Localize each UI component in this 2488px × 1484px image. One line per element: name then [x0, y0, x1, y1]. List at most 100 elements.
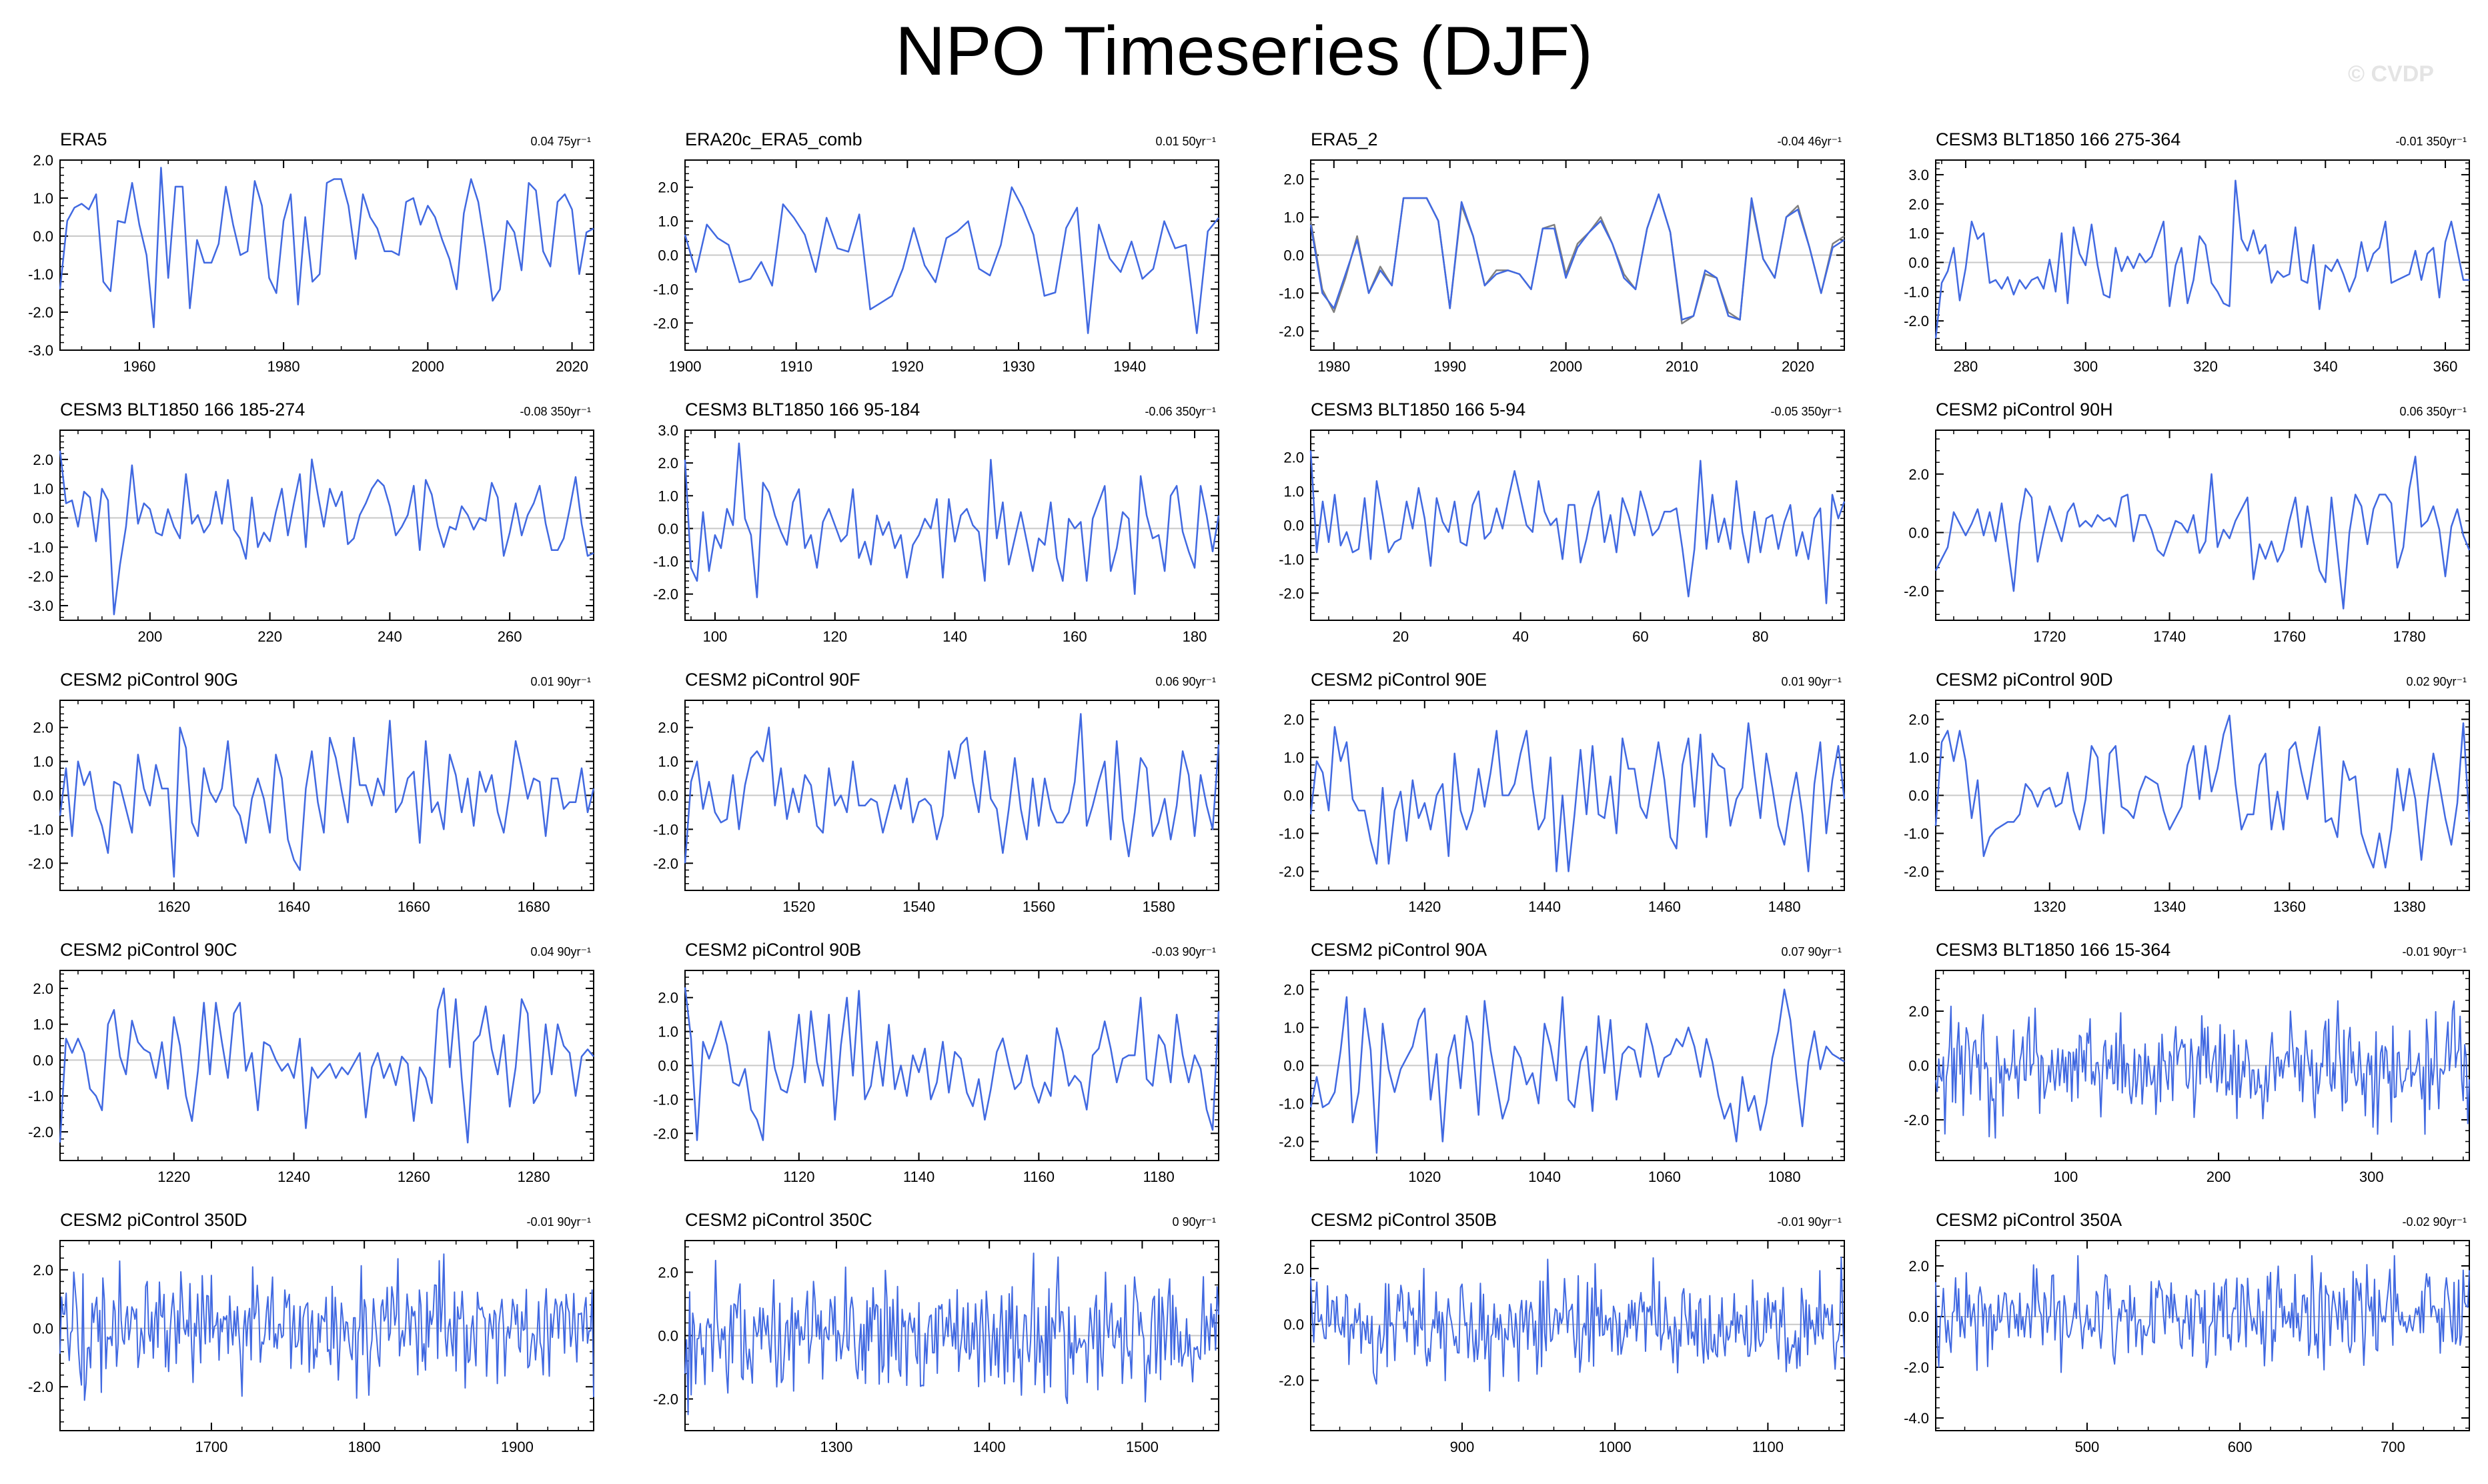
figure-title: NPO Timeseries (DJF) — [895, 13, 1593, 90]
y-tick-label: 2.0 — [1283, 1261, 1304, 1277]
x-tick-label: 700 — [2381, 1439, 2405, 1455]
panel-title: CESM2 piControl 350C — [685, 1210, 872, 1230]
panel: CESM2 piControl 90F 0.06 90yr⁻¹ -2.0 -1.0 0.… — [653, 670, 1220, 915]
x-tick-label: 1360 — [2273, 898, 2306, 915]
panel-title: CESM2 piControl 90G — [60, 670, 238, 690]
series-line — [1934, 714, 2471, 869]
series-line — [1309, 450, 1846, 604]
x-tick-label: 1980 — [1317, 358, 1350, 375]
y-tick-label: -1.0 — [1279, 285, 1304, 302]
panel: CESM3 BLT1850 166 185-274 -0.08 350yr⁻¹ -3… — [28, 400, 594, 645]
x-tick-label: 1580 — [1143, 898, 1175, 915]
y-tick-label: -1.0 — [1279, 551, 1304, 568]
x-tick-label: 360 — [2433, 358, 2458, 375]
y-tick-label: -2.0 — [28, 304, 53, 321]
plot-frame — [59, 430, 594, 621]
x-tick-label: 60 — [1632, 628, 1648, 645]
y-tick-label: 2.0 — [1283, 450, 1304, 466]
y-tick-label: 2.0 — [33, 720, 53, 736]
series-line — [59, 167, 594, 329]
panel: CESM2 piControl 90E 0.01 90yr⁻¹ -2.0 -1.0 0.… — [1279, 670, 1846, 915]
y-tick-label: 0.0 — [658, 1328, 678, 1345]
trend-label: -0.01 90yr⁻¹ — [1777, 1215, 1842, 1229]
x-tick-label: 300 — [2073, 358, 2098, 375]
panel: ERA5 0.04 75yr⁻¹ -3.0 -2.0 -1.0 0.0 1.0 2.0 1960… — [28, 129, 594, 375]
series-line — [59, 987, 594, 1144]
y-tick-label: -2.0 — [1279, 585, 1304, 602]
panel-title: ERA20c_ERA5_comb — [685, 129, 862, 149]
x-tick-label: 80 — [1752, 628, 1768, 645]
plot-frame — [1935, 1240, 2470, 1431]
panel-title: CESM2 piControl 90D — [1936, 670, 2113, 690]
cvdp-watermark: © CVDP — [2348, 61, 2434, 87]
panel: CESM3 BLT1850 166 5-94 -0.05 350yr⁻¹ -2.0 -… — [1279, 400, 1846, 645]
plot-frame — [1935, 159, 2470, 351]
y-tick-label: 0.0 — [1283, 247, 1304, 264]
trend-label: -0.04 46yr⁻¹ — [1777, 135, 1842, 148]
panel-title: CESM2 piControl 90H — [1936, 400, 2113, 420]
y-tick-label: 2.0 — [658, 1265, 678, 1281]
x-tick-label: 1620 — [157, 898, 190, 915]
y-tick-label: 2.0 — [658, 720, 678, 736]
y-tick-label: 1.0 — [658, 1024, 678, 1040]
series-line — [1934, 179, 2469, 339]
y-tick-label: 2.0 — [1908, 1003, 1929, 1020]
y-tick-label: 0.0 — [33, 1321, 53, 1337]
y-tick-label: 0.0 — [1908, 254, 1929, 271]
panel: CESM3 BLT1850 166 275-364 -0.01 350yr⁻¹ -2… — [1904, 129, 2470, 375]
trend-label: 0.01 90yr⁻¹ — [1781, 675, 1842, 688]
y-tick-label: 2.0 — [33, 152, 53, 169]
y-tick-label: -1.0 — [28, 1088, 53, 1104]
trend-label: 0.06 350yr⁻¹ — [2399, 405, 2467, 418]
y-tick-label: 0.0 — [1908, 524, 1929, 541]
y-tick-label: 1.0 — [1283, 209, 1304, 226]
y-tick-label: 2.0 — [1908, 1258, 1929, 1275]
x-tick-label: 1440 — [1528, 898, 1561, 915]
trend-label: -0.06 350yr⁻¹ — [1145, 405, 1216, 418]
x-tick-label: 500 — [2075, 1439, 2100, 1455]
x-tick-label: 200 — [137, 628, 162, 645]
x-tick-label: 2000 — [412, 358, 444, 375]
trend-label: 0.04 90yr⁻¹ — [530, 945, 591, 958]
series-line — [1309, 722, 1846, 872]
y-tick-label: -1.0 — [1904, 826, 1929, 842]
y-tick-label: 1.0 — [1283, 484, 1304, 500]
panel-title: ERA5_2 — [1311, 129, 1378, 149]
y-tick-label: 2.0 — [33, 980, 53, 997]
y-tick-label: 1.0 — [1283, 1020, 1304, 1036]
y-tick-label: 0.0 — [1908, 788, 1929, 804]
x-tick-label: 1380 — [2393, 898, 2426, 915]
series-line — [59, 1253, 594, 1401]
panel: ERA20c_ERA5_comb 0.01 50yr⁻¹ -2.0 -1.0 0.0 1.… — [653, 129, 1219, 375]
x-tick-label: 1400 — [973, 1439, 1006, 1455]
x-tick-label: 1640 — [277, 898, 310, 915]
y-tick-label: -2.0 — [1279, 864, 1304, 880]
trend-label: -0.01 90yr⁻¹ — [526, 1215, 591, 1229]
y-tick-label: -2.0 — [28, 1379, 53, 1395]
series-line — [1935, 1255, 2470, 1373]
y-tick-label: -1.0 — [653, 821, 678, 838]
series-line — [1309, 193, 1845, 321]
x-tick-label: 2010 — [1666, 358, 1698, 375]
y-tick-label: -2.0 — [653, 315, 678, 331]
panel-title: CESM2 piControl 90B — [685, 940, 861, 960]
panel-title: CESM3 BLT1850 166 95-184 — [685, 400, 920, 420]
x-tick-label: 1980 — [267, 358, 300, 375]
y-tick-label: -1.0 — [653, 554, 678, 570]
y-tick-label: -2.0 — [1904, 864, 1929, 880]
y-tick-label: 0.0 — [33, 1052, 53, 1068]
x-tick-label: 320 — [2193, 358, 2218, 375]
y-tick-label: -2.0 — [653, 1125, 678, 1142]
y-tick-label: 0.0 — [1283, 518, 1304, 534]
x-tick-label: 1500 — [1126, 1439, 1159, 1455]
y-tick-label: 1.0 — [658, 213, 678, 230]
panel: CESM3 BLT1850 166 95-184 -0.06 350yr⁻¹ -2.… — [653, 400, 1220, 645]
x-tick-label: 1480 — [1768, 898, 1801, 915]
x-tick-label: 1260 — [398, 1169, 430, 1185]
x-tick-label: 2020 — [556, 358, 588, 375]
y-tick-label: -2.0 — [1279, 323, 1304, 340]
x-tick-label: 340 — [2313, 358, 2338, 375]
panel: ERA5_2 -0.04 46yr⁻¹ -2.0 -1.0 0.0 1.0 2.0 1980 1… — [1279, 129, 1845, 375]
trend-label: -0.02 90yr⁻¹ — [2402, 1215, 2467, 1229]
x-tick-label: 1100 — [1752, 1439, 1784, 1455]
